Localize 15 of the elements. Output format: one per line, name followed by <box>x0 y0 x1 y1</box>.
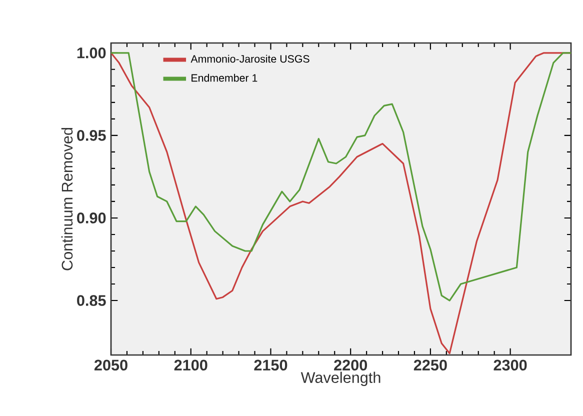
line-series <box>111 52 571 302</box>
x-tick-label: 2300 <box>494 360 527 371</box>
y-tick-label: 0.90 <box>77 212 106 224</box>
y-axis-title: Continuum Removed <box>61 128 73 270</box>
x-tick-label: 2100 <box>174 360 208 371</box>
y-tick-label: 0.85 <box>77 295 106 306</box>
y-tick-label: 0.95 <box>77 130 106 141</box>
x-tick-label: 2050 <box>94 360 128 371</box>
x-axis-title: Wavelength <box>300 372 380 386</box>
legend-label: Endmember 1 <box>192 74 258 82</box>
legend-label: Ammonio-Jarosite USGS <box>190 54 310 63</box>
x-tick-label: 2250 <box>414 360 447 371</box>
y-tick-label: 1.00 <box>77 47 106 58</box>
x-tick-label: 2200 <box>334 360 368 371</box>
x-tick-label: 2150 <box>254 360 288 371</box>
